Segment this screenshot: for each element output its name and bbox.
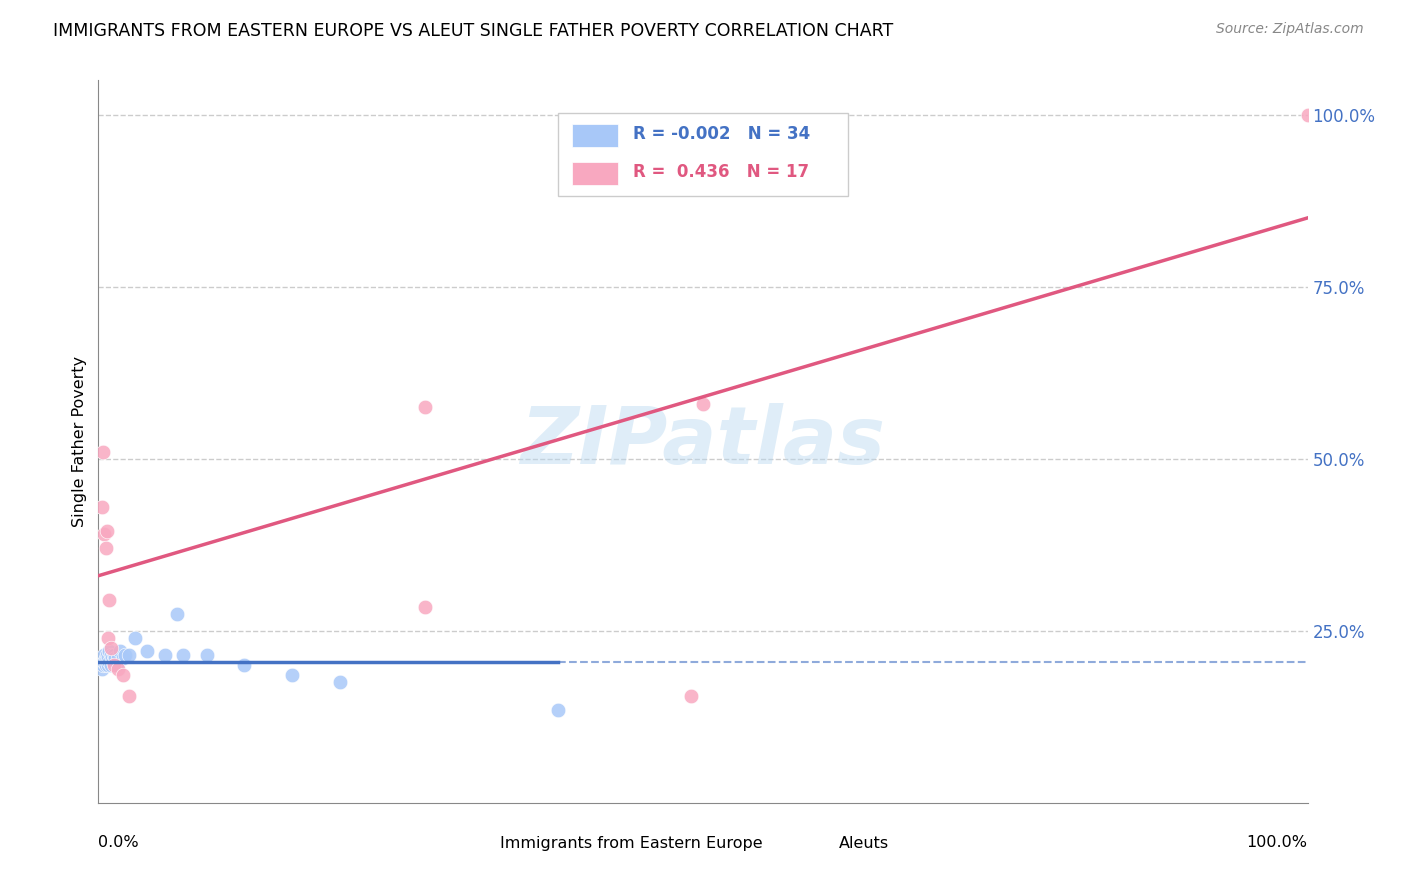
Point <box>118 648 141 662</box>
Point <box>91 445 114 459</box>
Text: Immigrants from Eastern Europe: Immigrants from Eastern Europe <box>501 836 762 851</box>
Point <box>172 648 194 662</box>
Point <box>104 651 127 665</box>
Point <box>97 658 120 673</box>
Point <box>98 644 121 658</box>
Text: ZIPatlas: ZIPatlas <box>520 402 886 481</box>
Point <box>96 655 118 669</box>
Point <box>100 651 122 665</box>
Point <box>232 658 254 673</box>
Point <box>111 651 134 665</box>
Point <box>100 640 122 655</box>
Point <box>1296 108 1319 122</box>
Text: 100.0%: 100.0% <box>1247 835 1308 850</box>
Point <box>329 675 352 690</box>
Point <box>108 644 131 658</box>
Point <box>114 648 136 662</box>
Point <box>98 655 121 669</box>
Text: Source: ZipAtlas.com: Source: ZipAtlas.com <box>1216 22 1364 37</box>
Point <box>91 500 114 514</box>
Point <box>97 631 120 645</box>
Point <box>107 651 129 665</box>
FancyBboxPatch shape <box>806 833 832 854</box>
Point <box>281 668 304 682</box>
Point <box>100 648 122 662</box>
Text: 0.0%: 0.0% <box>98 835 139 850</box>
FancyBboxPatch shape <box>572 162 619 185</box>
Point <box>96 648 118 662</box>
Point <box>94 658 117 673</box>
Point <box>97 651 120 665</box>
Point <box>100 658 122 673</box>
Point <box>98 592 121 607</box>
Point <box>153 648 176 662</box>
Point <box>93 648 115 662</box>
FancyBboxPatch shape <box>558 112 848 196</box>
Point <box>96 524 118 538</box>
Point <box>111 668 134 682</box>
Point <box>91 662 114 676</box>
Point <box>124 631 146 645</box>
Text: R = -0.002   N = 34: R = -0.002 N = 34 <box>633 126 810 144</box>
Point <box>103 648 125 662</box>
Text: Aleuts: Aleuts <box>838 836 889 851</box>
Point <box>679 689 702 703</box>
Point <box>413 400 436 414</box>
Point <box>107 662 129 676</box>
Point <box>94 651 117 665</box>
Point <box>413 599 436 614</box>
Point <box>166 607 188 621</box>
Point <box>103 658 125 673</box>
Point <box>692 397 714 411</box>
Point <box>195 648 218 662</box>
Text: IMMIGRANTS FROM EASTERN EUROPE VS ALEUT SINGLE FATHER POVERTY CORRELATION CHART: IMMIGRANTS FROM EASTERN EUROPE VS ALEUT … <box>53 22 894 40</box>
Point <box>105 658 128 673</box>
Point <box>101 655 124 669</box>
FancyBboxPatch shape <box>572 124 619 147</box>
Point <box>547 703 569 717</box>
Text: R =  0.436   N = 17: R = 0.436 N = 17 <box>633 163 808 181</box>
Point <box>94 541 117 556</box>
FancyBboxPatch shape <box>467 833 494 854</box>
Point <box>93 527 115 541</box>
Point <box>118 689 141 703</box>
Point <box>135 644 157 658</box>
Y-axis label: Single Father Poverty: Single Father Poverty <box>72 356 87 527</box>
Point <box>91 658 114 673</box>
Point <box>93 655 115 669</box>
